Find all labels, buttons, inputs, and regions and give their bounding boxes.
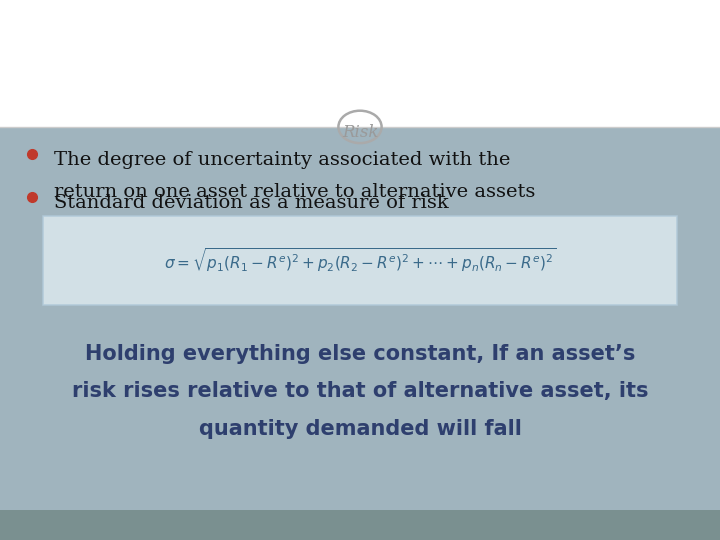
Text: Risk: Risk: [342, 124, 378, 141]
FancyBboxPatch shape: [43, 216, 677, 305]
FancyBboxPatch shape: [0, 510, 720, 540]
Text: return on one asset relative to alternative assets: return on one asset relative to alternat…: [54, 183, 536, 200]
Text: The degree of uncertainty associated with the: The degree of uncertainty associated wit…: [54, 151, 510, 169]
Text: $\sigma = \sqrt{p_1(R_1 - R^e)^2 + p_2(R_2 - R^e)^2 + \cdots + p_n(R_n - R^e)^2}: $\sigma = \sqrt{p_1(R_1 - R^e)^2 + p_2(R…: [163, 247, 557, 274]
Text: quantity demanded will fall: quantity demanded will fall: [199, 419, 521, 440]
Text: risk rises relative to that of alternative asset, its: risk rises relative to that of alternati…: [72, 381, 648, 402]
FancyBboxPatch shape: [0, 127, 720, 540]
Text: Standard deviation as a measure of risk: Standard deviation as a measure of risk: [54, 194, 449, 212]
Text: Holding everything else constant, If an asset’s: Holding everything else constant, If an …: [85, 343, 635, 364]
FancyBboxPatch shape: [0, 0, 720, 127]
